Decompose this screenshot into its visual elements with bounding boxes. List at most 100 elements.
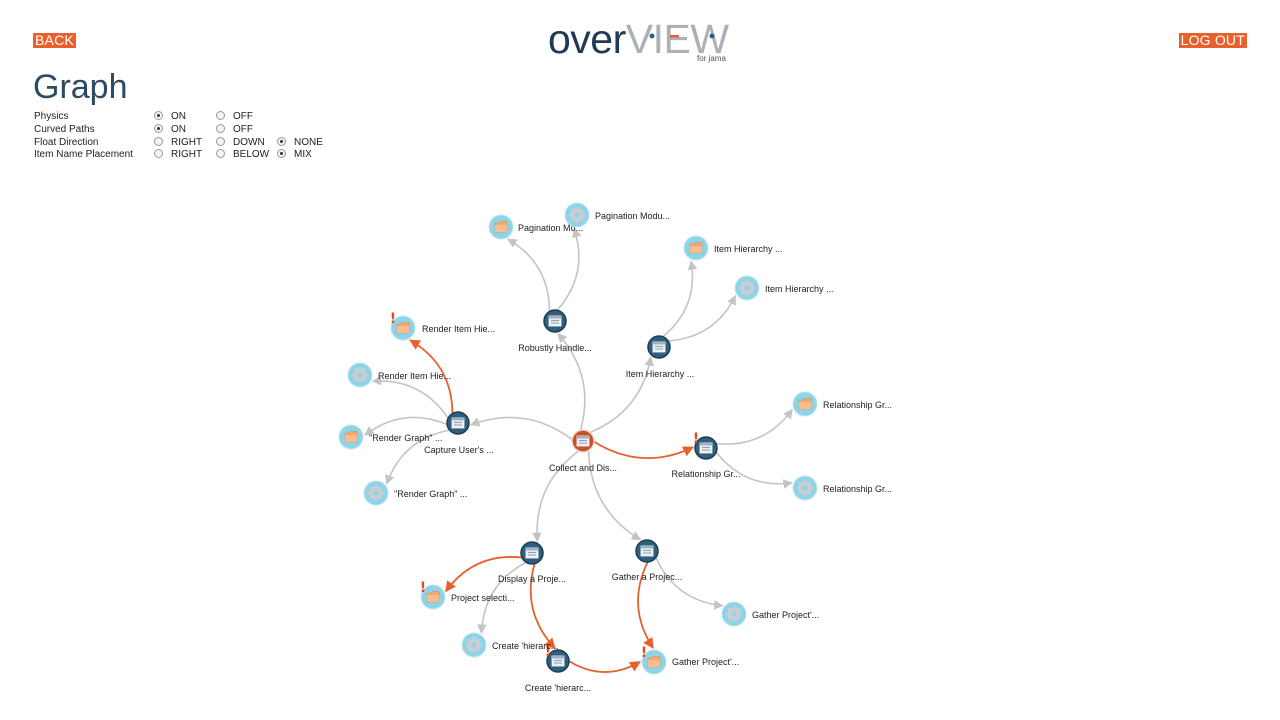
node-label: "Render Graph" ... (394, 489, 467, 499)
edge-rel-relg2 (715, 451, 793, 489)
graph-node-projsel[interactable]: ! Project selecti... (420, 580, 515, 610)
node-label: Item Hierarchy ... (626, 369, 695, 379)
warning-icon: ! (545, 644, 551, 660)
graph-node-pagmod2[interactable]: Pagination Modu... (564, 202, 670, 228)
edge-collect-robust (557, 332, 586, 431)
radio-down[interactable]: DOWN (216, 136, 265, 148)
folder-icon (689, 242, 703, 254)
radio-label: OFF (233, 111, 253, 122)
edge-capture-rg2 (385, 429, 450, 485)
radio-off[interactable]: OFF (216, 123, 253, 135)
window-icon (525, 547, 539, 559)
radio-on[interactable]: ON (154, 123, 186, 135)
node-label: Render Item Hie... (378, 371, 451, 381)
gear-icon (466, 637, 482, 653)
gear-icon (368, 485, 384, 501)
radio-dot[interactable] (277, 149, 286, 159)
radio-dot[interactable] (154, 123, 163, 133)
graph-node-pagmod1[interactable]: Pagination Mo... (488, 214, 583, 240)
edge-hier-ih2 (668, 294, 737, 342)
node-label: Pagination Mo... (518, 223, 583, 233)
warning-icon: ! (641, 645, 647, 661)
node-label: Pagination Modu... (595, 211, 670, 221)
radio-right[interactable]: RIGHT (154, 149, 202, 160)
graph-node-rih2[interactable]: Render Item Hie... (347, 362, 451, 388)
graph-node-ih1[interactable]: Item Hierarchy ... (683, 235, 783, 261)
window-icon (652, 341, 666, 353)
radio-dot[interactable] (216, 136, 225, 146)
radio-label: ON (171, 123, 186, 135)
edge-hier-ih1 (662, 260, 698, 338)
logo-accent (649, 33, 715, 39)
logout-button[interactable]: LOG OUT (1178, 32, 1247, 48)
edge-display-projsel (445, 556, 523, 593)
warning-icon: ! (420, 580, 426, 596)
node-label: Relationship Gr... (671, 469, 740, 479)
graph-node-hier[interactable]: Item Hierarchy ... (626, 335, 695, 379)
graph-node-display[interactable]: Display a Proje... (498, 541, 566, 584)
radio-label: RIGHT (171, 149, 203, 161)
option-label: Curved Paths (34, 123, 95, 135)
graph-node-robust[interactable]: Robustly Handle... (518, 309, 592, 353)
logo-wordmark: overVIEW (548, 16, 729, 62)
radio-dot[interactable] (154, 149, 163, 159)
edge-capture-rg1 (364, 416, 448, 436)
window-icon (551, 655, 565, 667)
graph-node-gp2[interactable]: ! Gather Project'... (641, 645, 739, 675)
graph-node-collect[interactable]: Collect and Dis... (549, 429, 617, 473)
back-button[interactable]: BACK (33, 32, 76, 48)
radio-label: RIGHT (171, 136, 203, 148)
app-logo: overVIEW for jama (548, 16, 738, 66)
graph-node-createh2[interactable]: Create 'hierarc... (461, 632, 558, 658)
node-label: Render Item Hie... (422, 324, 495, 334)
graph-node-rel[interactable]: ! Relationship Gr... (671, 431, 740, 479)
graph-node-createh[interactable]: ! Create 'hierarc... (525, 644, 591, 693)
edge-collect-hier (589, 356, 655, 434)
warning-icon: ! (390, 311, 396, 327)
node-label: Display a Proje... (498, 574, 566, 584)
graph-node-relg2[interactable]: Relationship Gr... (792, 475, 892, 501)
radio-dot[interactable] (277, 136, 286, 146)
edge-collect-display (531, 450, 579, 543)
gear-icon (569, 207, 585, 223)
edge-gather-gp2 (637, 561, 654, 649)
edge-capture-rih2 (371, 375, 449, 419)
radio-label: DOWN (233, 136, 265, 148)
radio-none[interactable]: NONE (277, 136, 323, 148)
node-label: Gather Project'... (752, 610, 819, 620)
graph-node-rg2[interactable]: "Render Graph" ... (363, 480, 467, 506)
edge-createh-gp2 (568, 660, 641, 673)
radio-on[interactable]: ON (154, 111, 186, 122)
warning-icon: ! (693, 431, 699, 447)
gear-icon (797, 480, 813, 496)
node-label: Create 'hierarc... (492, 641, 558, 651)
radio-dot[interactable] (216, 111, 225, 120)
folder-icon (426, 591, 440, 603)
radio-off[interactable]: OFF (216, 111, 253, 122)
graph-node-capture[interactable]: Capture User's ... (424, 411, 494, 455)
option-label: Float Direction (34, 136, 99, 148)
radio-mix[interactable]: MIX (277, 149, 312, 160)
graph-node-relg1[interactable]: Relationship Gr... (792, 391, 892, 417)
graph-node-rg1[interactable]: "Render Graph" ... (338, 424, 442, 450)
radio-dot[interactable] (154, 136, 163, 146)
graph-node-rih1[interactable]: ! Render Item Hie... (390, 311, 495, 341)
radio-dot[interactable] (216, 123, 225, 133)
radio-below[interactable]: BELOW (216, 149, 269, 160)
edge-display-createh2 (477, 561, 527, 635)
radio-label: MIX (294, 149, 312, 161)
graph-nodes: Collect and Dis... Robustly Handle... Item… (338, 202, 892, 693)
radio-right[interactable]: RIGHT (154, 136, 203, 148)
graph-node-gp1[interactable]: Gather Project'... (721, 601, 819, 627)
radio-dot[interactable] (154, 111, 163, 120)
radio-label: OFF (233, 123, 253, 135)
graph-node-gather[interactable]: Gather a Projec... (612, 539, 683, 582)
edge-robust-pagmod2 (556, 227, 582, 311)
option-label: Physics (34, 111, 69, 122)
node-label: Project selecti... (451, 593, 515, 603)
node-label: Item Hierarchy ... (714, 244, 783, 254)
graph-node-ih2[interactable]: Item Hierarchy ... (734, 275, 834, 301)
radio-dot[interactable] (216, 149, 225, 159)
gear-icon (726, 606, 742, 622)
